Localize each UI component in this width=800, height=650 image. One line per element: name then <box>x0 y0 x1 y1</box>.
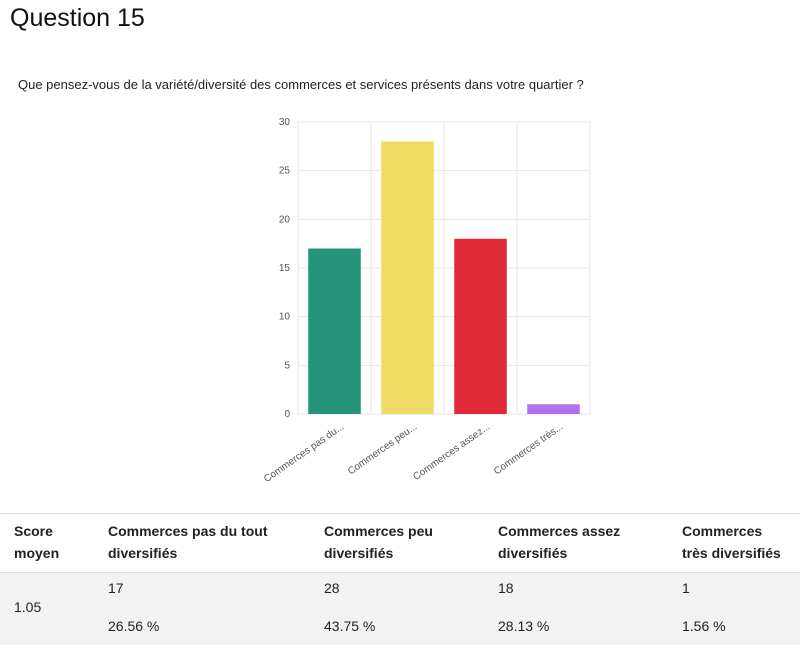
y-tick-label: 30 <box>279 117 291 128</box>
percent-value: 43.75 % <box>324 618 376 634</box>
y-tick-label: 25 <box>279 166 291 177</box>
percent-value: 28.13 % <box>498 618 550 634</box>
header-peu: Commerces peu diversifiés <box>310 513 484 573</box>
cell-assez: 18 28.13 % <box>484 572 668 645</box>
header-score: Score moyen <box>0 513 94 573</box>
y-tick-label: 20 <box>279 214 291 225</box>
bar <box>527 404 580 414</box>
x-tick-label: Commerces très... <box>492 421 565 477</box>
question-title: Question 15 <box>10 4 145 32</box>
y-tick-label: 5 <box>284 360 290 371</box>
y-tick-label: 15 <box>279 263 291 274</box>
header-assez: Commerces assez diversifiés <box>484 513 668 573</box>
bar <box>308 248 361 414</box>
cell-tres: 1 1.56 % <box>668 572 800 645</box>
percent-value: 1.56 % <box>682 618 726 634</box>
score-value: 1.05 <box>0 572 94 645</box>
x-tick-label: Commerces pas du... <box>262 421 346 485</box>
percent-value: 26.56 % <box>108 618 160 634</box>
count-value: 28 <box>324 580 340 596</box>
results-header-row: Score moyen Commerces pas du tout divers… <box>0 513 800 573</box>
results-row: 1.05 17 26.56 % 28 43.75 % 18 28.13 % 1 … <box>0 572 800 645</box>
header-pas-du-tout: Commerces pas du tout diversifiés <box>94 513 310 573</box>
header-tres: Commerces très diversifiés <box>668 513 800 573</box>
cell-peu: 28 43.75 % <box>310 572 484 645</box>
x-tick-label: Commerces assez... <box>411 421 492 482</box>
x-tick-label: Commerces peu... <box>346 421 419 477</box>
count-value: 18 <box>498 580 514 596</box>
results-table: Score moyen Commerces pas du tout divers… <box>0 513 800 645</box>
count-value: 17 <box>108 580 124 596</box>
bar <box>381 141 434 414</box>
y-tick-label: 0 <box>284 409 290 420</box>
y-tick-label: 10 <box>279 312 291 323</box>
question-text: Que pensez-vous de la variété/diversité … <box>18 77 584 92</box>
cell-pas-du-tout: 17 26.56 % <box>94 572 310 645</box>
bar <box>454 238 507 414</box>
count-value: 1 <box>682 580 690 596</box>
